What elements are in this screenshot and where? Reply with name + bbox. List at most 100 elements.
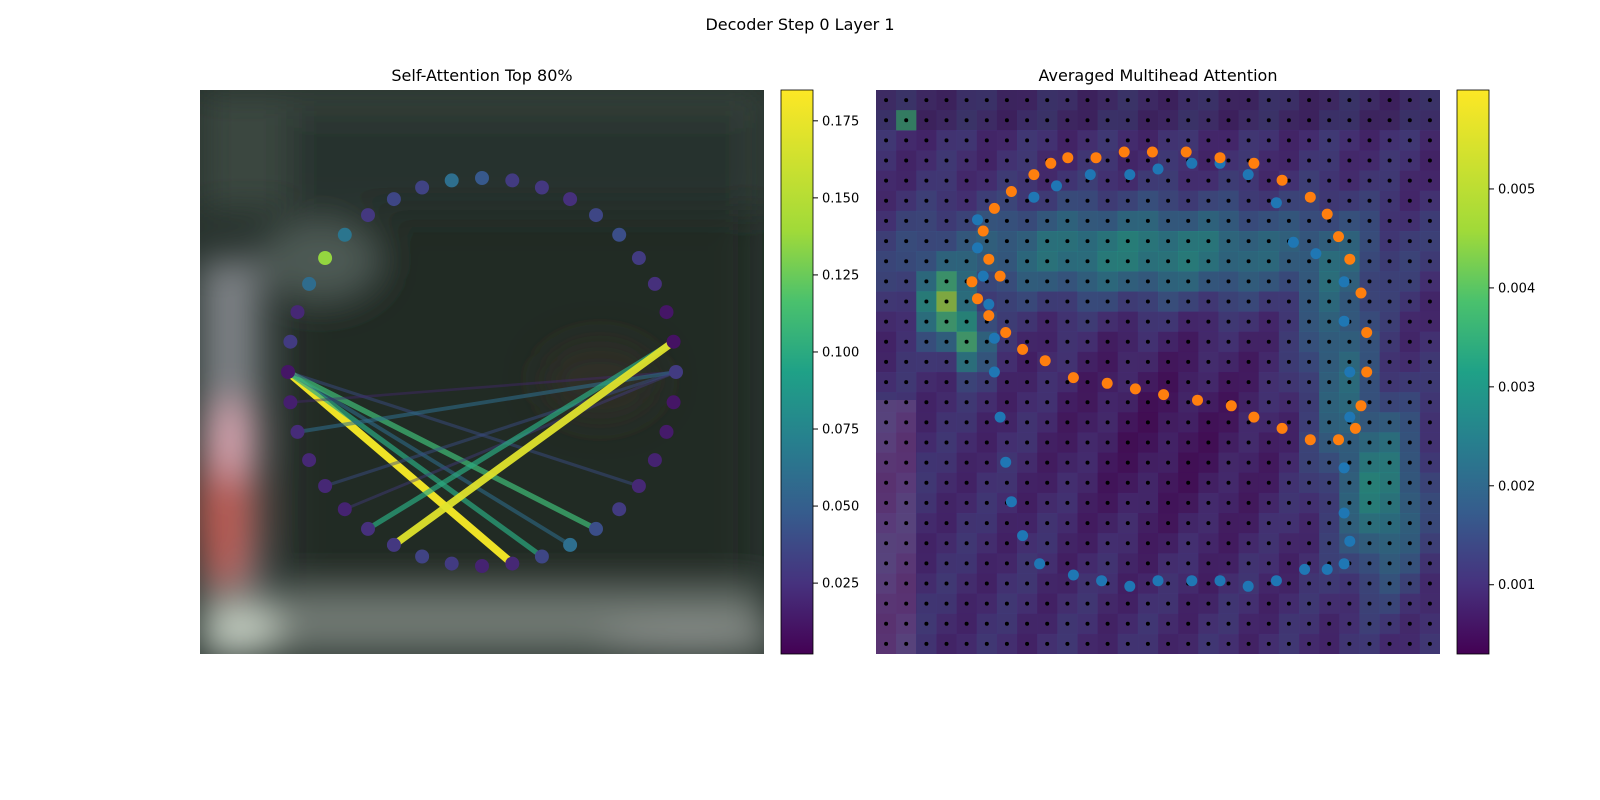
attention-node — [283, 395, 298, 410]
multihead-attention-panel: Averaged Multihead Attention 0.0010.0020… — [876, 66, 1535, 655]
attention-node — [563, 537, 578, 552]
series-point-blue — [1186, 157, 1198, 169]
background-image-left — [200, 90, 764, 654]
series-point-blue — [1051, 180, 1062, 192]
series-point-blue — [1310, 248, 1322, 260]
attention-node — [666, 334, 681, 349]
series-point-orange — [966, 276, 978, 288]
colorbar-tick-label: 0.005 — [1498, 182, 1535, 197]
series-point-orange — [1333, 434, 1344, 446]
attention-node — [444, 556, 459, 571]
series-point-orange — [972, 293, 983, 305]
attention-node — [647, 276, 662, 291]
attention-node — [659, 424, 674, 439]
series-point-blue — [1338, 507, 1350, 519]
attention-node — [415, 180, 430, 195]
series-point-orange — [1000, 327, 1012, 338]
series-point-blue — [1338, 462, 1350, 474]
series-point-orange — [1361, 327, 1373, 338]
series-point-blue — [1287, 236, 1299, 248]
series-point-blue — [972, 214, 983, 226]
attention-edge — [287, 370, 640, 488]
colorbar-tick-label: 0.025 — [822, 577, 859, 592]
series-point-blue — [1096, 575, 1108, 587]
series-point-orange — [1333, 231, 1344, 243]
series-point-blue — [1067, 569, 1079, 581]
attention-edge — [324, 370, 677, 488]
attention-node — [612, 502, 627, 517]
attention-node — [361, 521, 375, 536]
attention-edges — [285, 338, 677, 567]
attention-node — [666, 395, 681, 410]
series-point-orange — [1225, 400, 1237, 412]
series-point-blue — [1338, 315, 1350, 327]
attention-node — [647, 453, 662, 468]
colorbar-tick-label: 0.125 — [822, 268, 859, 283]
series-point-blue — [1084, 169, 1096, 181]
series-point-orange — [1129, 383, 1141, 395]
series-point-orange — [1344, 253, 1356, 265]
attention-edge — [366, 339, 675, 532]
series-point-blue — [1344, 535, 1356, 547]
series-point-orange — [1158, 389, 1170, 401]
series-point-orange — [988, 202, 1000, 214]
attention-node — [302, 276, 317, 291]
series-point-orange — [1180, 146, 1192, 158]
attention-node — [631, 251, 646, 265]
series-point-blue — [994, 411, 1006, 423]
attention-node — [302, 453, 317, 468]
series-point-orange — [1214, 152, 1226, 164]
colorbar-tick-label: 0.150 — [822, 191, 859, 206]
series-point-orange — [1248, 411, 1260, 423]
attention-node — [631, 479, 646, 493]
attention-node — [386, 192, 401, 207]
series-point-blue — [1344, 366, 1356, 378]
panel-title-self-attention: Self-Attention Top 80% — [391, 66, 572, 85]
series-point-blue — [1299, 563, 1311, 575]
attention-node — [283, 334, 298, 349]
series-point-blue — [1028, 191, 1040, 203]
series-point-blue — [1270, 197, 1282, 209]
colorbar-tick-label: 0.003 — [1498, 380, 1535, 395]
attention-node — [337, 502, 352, 517]
series-point-orange — [1045, 157, 1057, 169]
attention-edge — [286, 369, 544, 559]
series-point-orange — [1321, 208, 1333, 220]
series-point-blue — [1017, 530, 1029, 542]
series-point-orange — [1028, 169, 1040, 181]
attention-node — [475, 171, 489, 185]
attention-edge — [286, 370, 572, 547]
attention-node — [475, 559, 489, 573]
series-point-orange — [1146, 146, 1158, 158]
series-point-blue — [1000, 456, 1012, 468]
attention-node — [589, 208, 603, 223]
heatmap-area — [876, 90, 1440, 654]
series-point-blue — [1152, 575, 1164, 587]
colorbar-tick-label: 0.175 — [822, 114, 859, 129]
colorbar-right: 0.001 0.002 0.003 0.004 0.005 — [1456, 89, 1535, 655]
series-point-orange — [977, 225, 989, 237]
series-point-blue — [988, 332, 1000, 344]
series-point-blue — [1124, 169, 1136, 181]
series-point-blue — [1321, 563, 1333, 575]
series-point-orange — [1005, 186, 1017, 197]
series-point-orange — [1067, 372, 1079, 384]
series-point-blue — [1005, 496, 1017, 508]
self-attention-panel: Self-Attention Top 80% 0.0250.0500.0750.… — [200, 66, 859, 655]
series-point-orange — [1304, 191, 1316, 203]
attention-node — [337, 227, 352, 242]
series-point-orange — [983, 253, 995, 265]
series-point-blue — [1338, 276, 1350, 288]
attention-node — [612, 227, 627, 242]
series-point-blue — [972, 242, 983, 254]
series-point-blue — [1270, 575, 1282, 587]
attention-node — [290, 305, 305, 320]
colorbar-left: 0.025 0.050 0.075 0.100 0.125 0.150 0.175 — [780, 89, 859, 655]
series-point-orange — [1276, 174, 1288, 186]
attention-node — [669, 365, 683, 379]
series-point-orange — [1118, 146, 1130, 158]
attention-node — [361, 208, 375, 223]
series-point-orange — [1062, 152, 1074, 164]
attention-node — [534, 180, 549, 195]
